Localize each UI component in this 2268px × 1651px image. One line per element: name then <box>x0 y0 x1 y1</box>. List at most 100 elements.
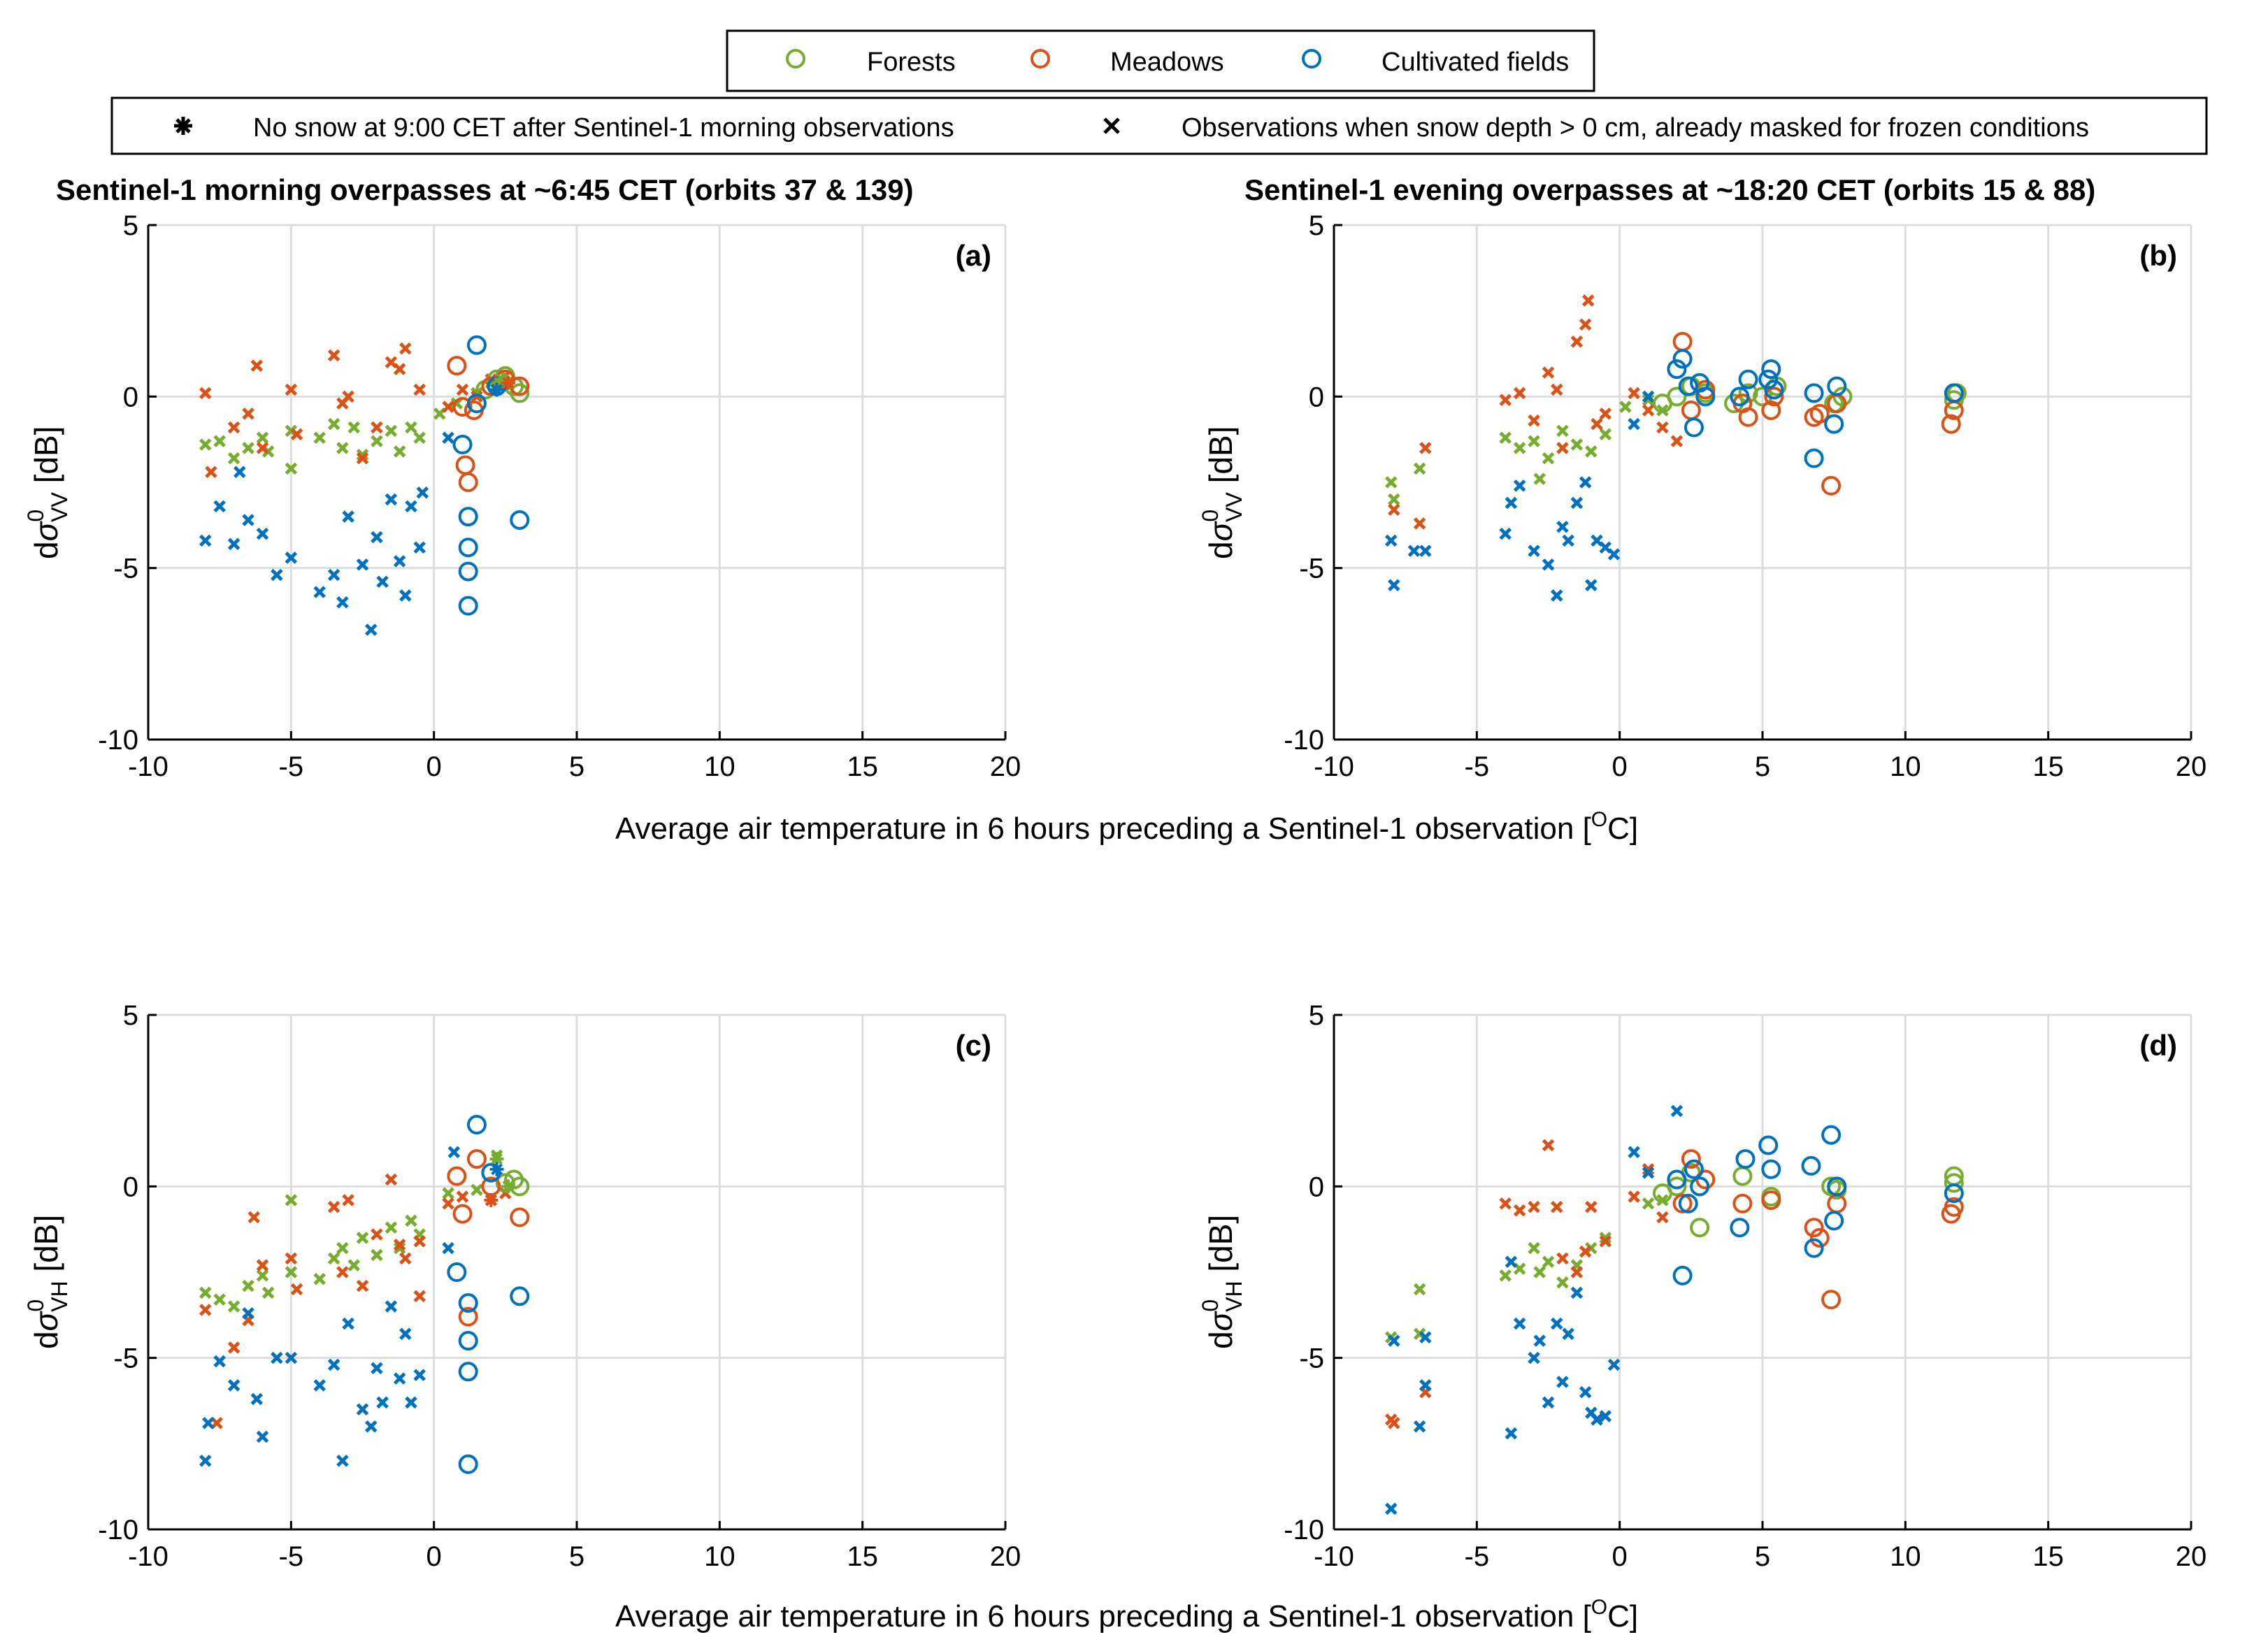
point-cultivated-cross <box>256 527 269 540</box>
point-cultivated-cross <box>1585 579 1598 591</box>
point-meadows-cross <box>227 1341 241 1354</box>
point-cultivated-cross <box>356 558 369 571</box>
point-meadows-circle <box>447 1166 467 1186</box>
legend-cultivated-marker <box>1302 49 1321 69</box>
point-cultivated-cross <box>399 1327 412 1341</box>
point-cultivated-cross <box>1542 1396 1555 1409</box>
point-meadows-circle <box>458 1306 478 1327</box>
point-forests-cross <box>256 1269 269 1282</box>
point-cultivated-cross <box>1670 1104 1684 1118</box>
ylabel-d: dσ0VH [dB] <box>1198 1215 1247 1349</box>
point-cultivated-cross <box>1550 589 1563 602</box>
point-forests-cross <box>1656 1194 1669 1206</box>
plot-b: -10 -5 0 5 10 15 20 -10 -5 0 5 (b) <box>1284 210 2206 782</box>
point-cultivated-circle <box>1764 380 1784 400</box>
point-cultivated-circle <box>1801 1155 1821 1176</box>
point-meadows-circle <box>1821 475 1842 496</box>
point-cultivated-circle <box>452 435 473 455</box>
legend-cultivated-label: Cultivated fields <box>1381 48 1569 77</box>
point-cultivated-cross <box>405 1396 417 1409</box>
point-meadows-circle <box>1672 331 1693 352</box>
point-cultivated-circle <box>1684 417 1704 438</box>
point-cultivated-cross <box>385 1300 398 1313</box>
point-cultivated-cross <box>1419 1331 1432 1343</box>
point-cultivated-circle <box>1824 1211 1844 1231</box>
point-cultivated-cross <box>242 514 254 526</box>
xlabel-top: Average air temperature in 6 hours prece… <box>615 808 1638 846</box>
x-tick-label: 10 <box>1890 1541 1921 1572</box>
x-tick-label: 5 <box>1755 1541 1770 1572</box>
point-meadows-cross <box>1388 1417 1400 1429</box>
y-tick-label: -10 <box>98 725 138 756</box>
legend-cross-icon <box>1103 117 1120 134</box>
point-forests-cross <box>227 452 241 465</box>
point-cultivated-cross <box>1607 1358 1621 1371</box>
point-meadows-cross <box>1513 387 1526 400</box>
point-cultivated-cross <box>199 1455 212 1467</box>
point-cultivated-circle <box>1804 383 1824 403</box>
y-tick-label: -10 <box>98 1515 138 1545</box>
x-tick-label: -10 <box>128 1541 168 1572</box>
point-cultivated-circle <box>1690 1176 1710 1197</box>
point-forests-cross <box>327 417 340 431</box>
point-cultivated-cross <box>1419 545 1432 557</box>
point-forests-cross <box>199 438 212 451</box>
legend-meadows-marker <box>1031 49 1050 69</box>
plot-d: -10 -5 0 5 10 15 20 -10 -5 0 5 (d) <box>1284 1000 2206 1572</box>
point-forests-circle <box>510 383 530 403</box>
point-cultivated-cross <box>376 1396 389 1409</box>
point-meadows-circle <box>1821 1290 1842 1310</box>
point-meadows-cross <box>256 1259 269 1271</box>
x-tick-label: 15 <box>847 1541 878 1572</box>
point-cultivated-cross <box>356 1403 369 1416</box>
point-forests-asterisk <box>495 372 510 387</box>
point-cultivated-circle <box>1761 1159 1781 1179</box>
point-cultivated-cross <box>271 1351 283 1364</box>
point-cultivated-circle <box>458 596 478 616</box>
legend-no-snow-label: No snow at 9:00 CET after Sentinel-1 mor… <box>253 113 954 143</box>
point-cultivated-cross <box>1570 496 1584 510</box>
point-cultivated-cross <box>1642 1166 1655 1179</box>
point-forests-cross <box>1642 1197 1655 1210</box>
point-cultivated-circle <box>1804 1238 1824 1258</box>
point-meadows-cross <box>1591 417 1603 431</box>
point-cultivated-circle <box>458 561 478 582</box>
point-meadows-cross <box>1542 366 1555 379</box>
point-meadows-cross <box>199 1304 212 1316</box>
point-forests-circle <box>1944 1173 1964 1193</box>
point-cultivated-cross <box>371 531 383 544</box>
point-meadows-cross <box>1579 1245 1592 1258</box>
point-cultivated-circle <box>1827 1176 1847 1197</box>
point-cultivated-circle <box>1672 1265 1693 1285</box>
point-forests-cross <box>1528 435 1540 447</box>
point-cultivated-circle <box>1944 383 1964 403</box>
point-cultivated-cross <box>1562 534 1574 547</box>
x-tick-label: -10 <box>1314 1541 1354 1572</box>
point-forests-asterisk <box>501 1179 515 1194</box>
point-forests-cross <box>1556 1276 1569 1289</box>
point-forests-cross <box>1642 394 1655 407</box>
point-meadows-cross <box>256 442 269 454</box>
point-cultivated-circle <box>1667 1169 1687 1190</box>
point-meadows-asterisk <box>501 375 515 390</box>
point-cultivated-cross <box>393 555 406 568</box>
point-cultivated-circle <box>510 1286 530 1306</box>
point-cultivated-cross <box>1513 480 1526 492</box>
point-cultivated-cross <box>336 1455 349 1467</box>
plot-c: -10 -5 0 5 10 15 20 -10 -5 0 5 (c) <box>98 1000 1021 1572</box>
x-tick-label: 20 <box>2176 751 2207 782</box>
point-cultivated-cross <box>227 1379 241 1392</box>
ylabel-b: dσ0VV [dB] <box>1198 426 1247 559</box>
point-cultivated-cross <box>371 1362 383 1375</box>
x-tick-label: 5 <box>569 751 584 782</box>
x-tick-label: -10 <box>128 751 168 782</box>
point-meadows-cross <box>356 452 369 465</box>
point-forests-cross <box>1499 1269 1512 1282</box>
point-meadows-cross <box>1656 1211 1669 1224</box>
y-tick-label: -5 <box>113 554 138 584</box>
point-cultivated-cross <box>1513 1317 1526 1330</box>
legend-forests-marker <box>786 49 805 69</box>
point-cultivated-cross <box>285 551 298 564</box>
point-cultivated-circle <box>1684 1159 1704 1179</box>
legend-snow-depth-label: Observations when snow depth > 0 cm, alr… <box>1182 113 2089 143</box>
